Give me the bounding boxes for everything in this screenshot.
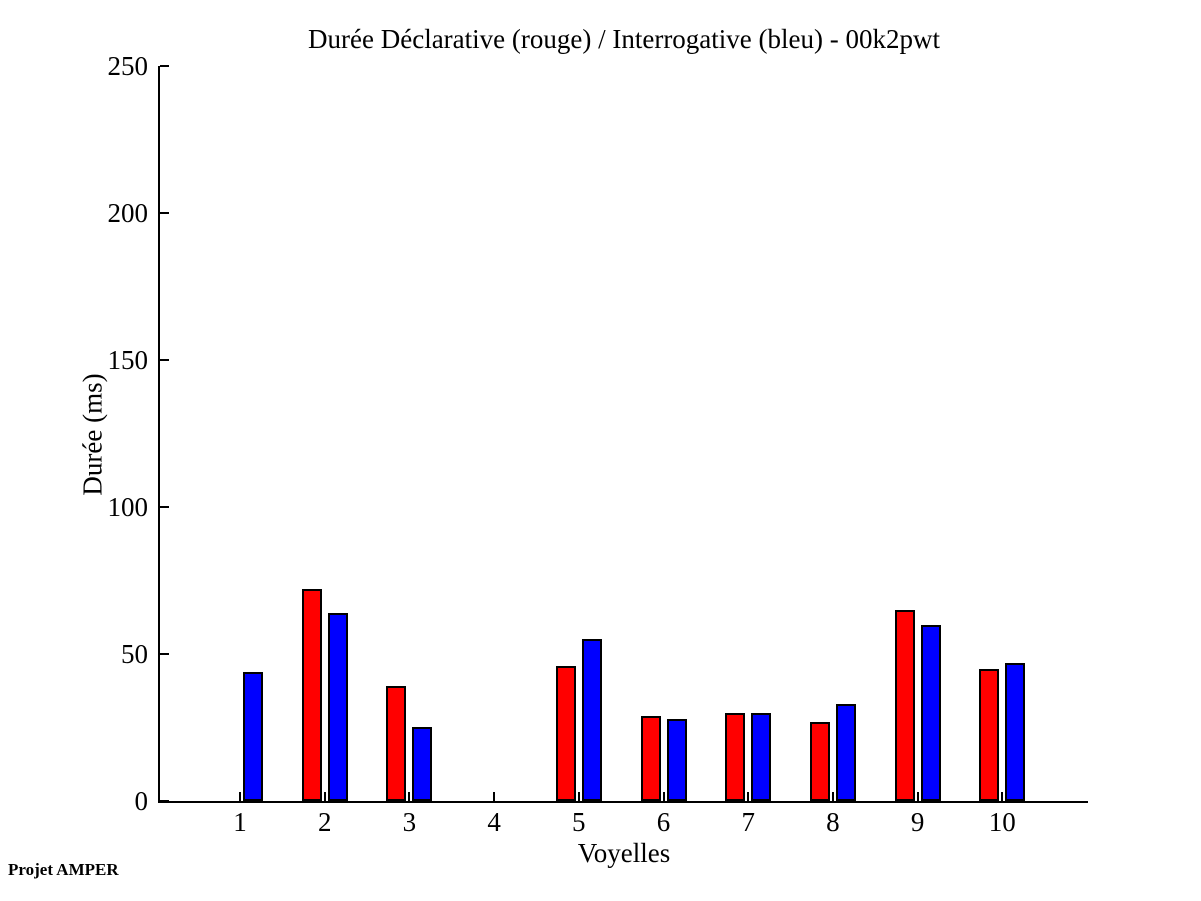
bar-declarative-6 bbox=[640, 716, 661, 801]
x-tick-label: 3 bbox=[402, 807, 417, 837]
x-tick-mark bbox=[577, 792, 580, 801]
x-tick-mark bbox=[662, 792, 665, 801]
bar-interrogative-3 bbox=[412, 727, 433, 801]
y-tick-label: 50 bbox=[121, 639, 148, 669]
x-tick-mark bbox=[408, 792, 411, 801]
bar-interrogative-8 bbox=[835, 704, 856, 801]
bar-interrogative-7 bbox=[751, 713, 772, 801]
x-tick-mark bbox=[831, 792, 834, 801]
bar-interrogative-9 bbox=[920, 625, 941, 801]
x-axis-line bbox=[158, 801, 1088, 803]
chart-title: Durée Déclarative (rouge) / Interrogativ… bbox=[308, 24, 940, 54]
x-tick-mark bbox=[916, 792, 919, 801]
bar-interrogative-6 bbox=[666, 719, 687, 801]
bar-declarative-9 bbox=[894, 610, 915, 801]
project-footer-text: Projet AMPER bbox=[8, 860, 119, 879]
bar-declarative-5 bbox=[555, 666, 576, 801]
bar-declarative-3 bbox=[386, 686, 407, 801]
x-tick-mark bbox=[323, 792, 326, 801]
x-tick-label: 10 bbox=[988, 807, 1016, 837]
x-axis-label: Voyelles bbox=[577, 838, 671, 868]
x-tick-mark bbox=[747, 792, 750, 801]
bar-declarative-8 bbox=[809, 722, 830, 801]
bar-declarative-10 bbox=[979, 669, 1000, 801]
bar-interrogative-1 bbox=[243, 672, 263, 801]
x-tick-label: 2 bbox=[317, 807, 332, 837]
y-tick-label: 250 bbox=[107, 51, 149, 81]
x-tick-label: 4 bbox=[487, 807, 501, 837]
y-tick-mark bbox=[160, 359, 169, 361]
bar-declarative-2 bbox=[301, 589, 322, 801]
x-tick-label: 6 bbox=[656, 807, 671, 837]
y-tick-label: 200 bbox=[107, 198, 149, 228]
y-tick-mark bbox=[160, 506, 169, 508]
y-tick-label: 0 bbox=[134, 786, 149, 816]
y-tick-label: 100 bbox=[107, 492, 149, 522]
x-tick-mark bbox=[493, 792, 496, 801]
x-tick-label: 8 bbox=[826, 807, 840, 837]
y-axis-line bbox=[158, 66, 160, 803]
x-tick-label: 9 bbox=[910, 807, 925, 837]
y-tick-mark bbox=[160, 65, 169, 67]
x-tick-label: 1 bbox=[233, 807, 247, 837]
bar-interrogative-5 bbox=[581, 639, 602, 801]
x-tick-label: 5 bbox=[572, 807, 586, 837]
bar-interrogative-10 bbox=[1005, 663, 1026, 801]
bar-interrogative-2 bbox=[327, 613, 348, 801]
y-tick-mark bbox=[160, 800, 169, 802]
y-axis-label: Durée (ms) bbox=[77, 373, 108, 496]
y-tick-mark bbox=[160, 653, 169, 655]
x-tick-mark bbox=[239, 792, 241, 801]
y-tick-label: 150 bbox=[107, 345, 149, 375]
y-tick-mark bbox=[160, 212, 169, 214]
x-tick-label: 7 bbox=[741, 807, 755, 837]
x-tick-mark bbox=[1001, 792, 1004, 801]
bar-declarative-7 bbox=[725, 713, 746, 801]
